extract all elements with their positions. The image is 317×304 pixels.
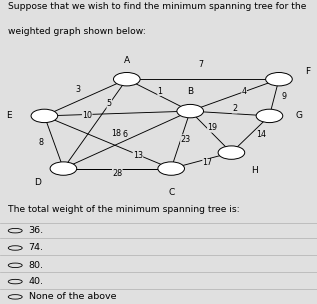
Text: 13: 13 [133,150,143,160]
Text: None of the above: None of the above [29,292,116,301]
Text: 74.: 74. [29,244,43,253]
Text: 14: 14 [256,130,267,139]
Circle shape [31,109,58,123]
Text: A: A [124,56,130,64]
Text: 36.: 36. [29,226,44,235]
Text: 5: 5 [107,99,112,109]
Text: 1: 1 [158,87,163,96]
Text: The total weight of the minimum spanning tree is:: The total weight of the minimum spanning… [8,205,240,214]
Text: C: C [168,188,174,197]
Text: E: E [6,111,12,120]
Text: 7: 7 [199,60,204,68]
Text: Suppose that we wish to find the minimum spanning tree for the: Suppose that we wish to find the minimum… [8,2,306,11]
Text: 9: 9 [281,92,286,101]
Text: F: F [305,67,310,76]
Circle shape [113,72,140,86]
Text: 19: 19 [207,123,217,132]
Text: 18: 18 [111,129,121,138]
Circle shape [218,146,245,159]
Text: G: G [295,111,302,120]
Text: 6: 6 [123,130,128,139]
Text: H: H [251,166,258,175]
Text: 8: 8 [39,138,44,147]
Text: 28: 28 [112,169,122,178]
Circle shape [158,162,184,175]
Text: B: B [187,88,193,96]
Text: weighted graph shown below:: weighted graph shown below: [8,27,146,36]
Text: 2: 2 [232,104,237,113]
Circle shape [50,162,77,175]
Circle shape [177,104,204,118]
Text: 17: 17 [203,158,213,168]
Text: 3: 3 [75,85,80,94]
Circle shape [266,72,292,86]
Text: 80.: 80. [29,261,43,270]
Text: 10: 10 [82,111,92,119]
Text: 40.: 40. [29,277,43,286]
Text: 4: 4 [242,88,247,96]
Text: D: D [34,178,41,188]
Text: 23: 23 [180,135,191,143]
Circle shape [256,109,283,123]
